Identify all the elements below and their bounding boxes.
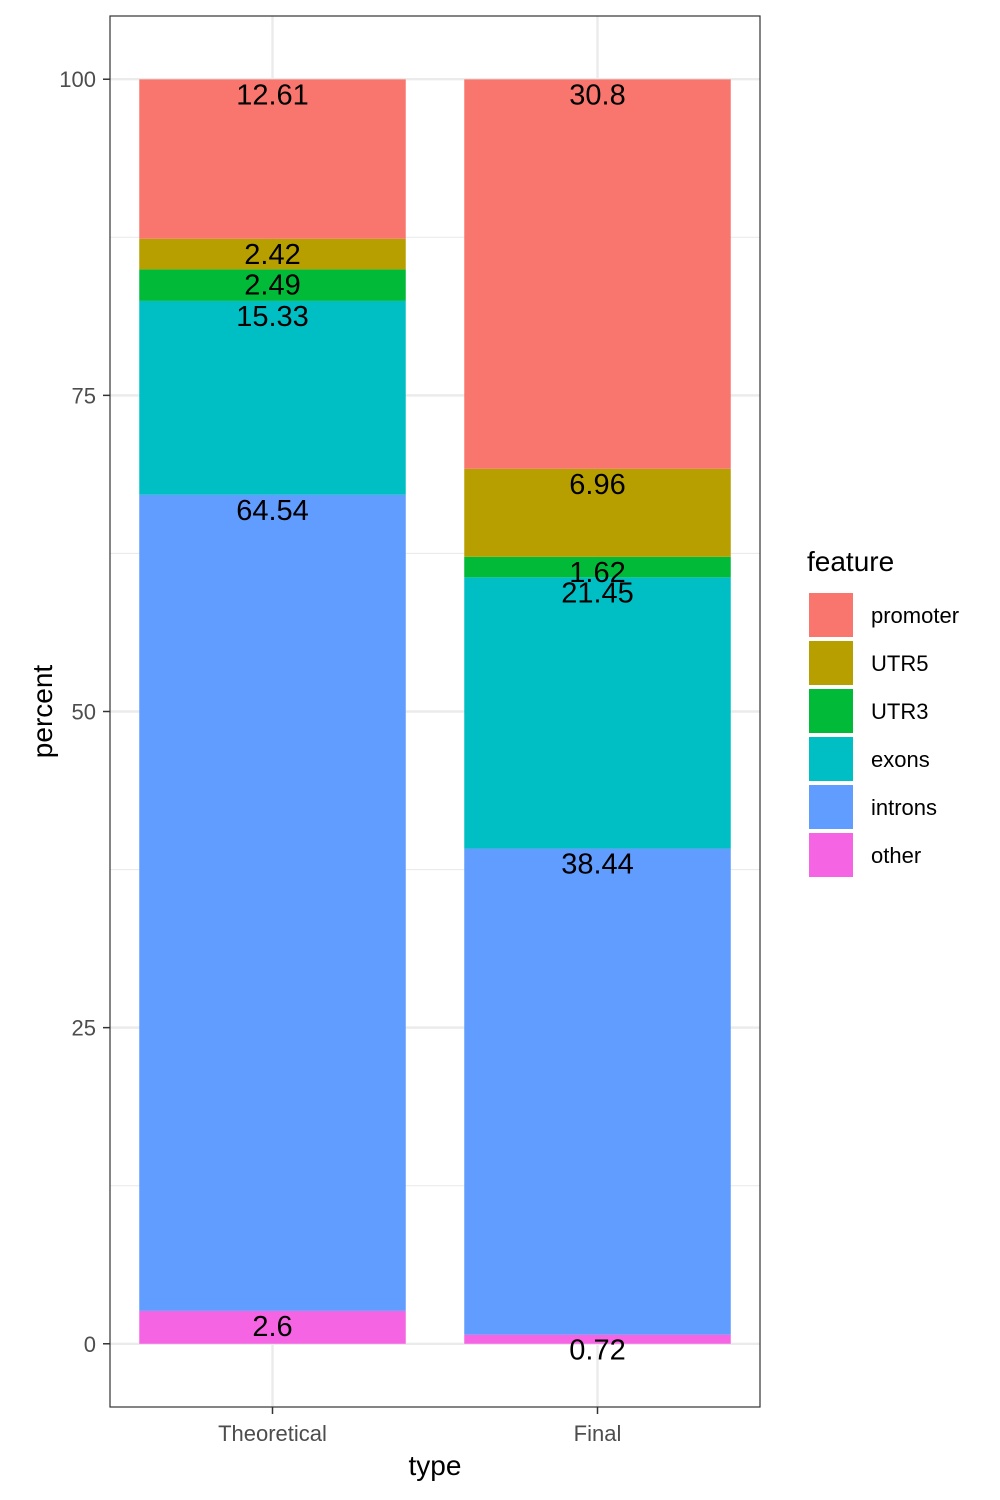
legend-label-UTR5: UTR5 [871,651,928,676]
bars [139,79,731,1344]
legend-key-UTR3 [809,689,853,733]
y-tick-label: 75 [72,383,96,408]
x-tick-label: Theoretical [218,1421,327,1446]
y-tick-label: 0 [84,1332,96,1357]
legend-label-other: other [871,843,921,868]
data-label-promoter-Final: 30.8 [569,79,625,111]
bar-segment-promoter-Final [464,79,731,469]
bar-segment-introns-Final [464,848,731,1335]
data-label-introns-Theoretical: 64.54 [236,495,309,527]
data-label-exons-Theoretical: 15.33 [236,301,309,333]
data-label-UTR3-Final: 1.62 [569,557,625,589]
legend-key-other [809,833,853,877]
data-label-exons-Final: 21.45 [561,577,634,609]
data-label-promoter-Theoretical: 12.61 [236,79,309,111]
legend-key-introns [809,785,853,829]
bar-segment-UTR3-Final [464,556,731,578]
bar-segment-other-Final [464,1334,731,1344]
bar-segment-promoter-Theoretical [139,79,406,239]
data-label-UTR5-Theoretical: 2.42 [244,239,300,271]
legend-title: feature [807,546,894,577]
bar-segment-UTR5-Final [464,468,731,557]
legend-key-promoter [809,593,853,637]
data-labels: 2.6 64.54 15.332.492.42 12.61 0.72 38.44 21.45… [236,79,634,1366]
y-tick-label: 50 [72,700,96,725]
x-tick-label: Final [574,1421,622,1446]
y-tick-label: 25 [72,1016,96,1041]
legend-label-promoter: promoter [871,603,959,628]
bar-segment-UTR3-Theoretical [139,269,406,301]
bar-segment-exons-Final [464,577,731,849]
data-label-UTR5-Final: 6.96 [569,469,625,501]
bar-segment-introns-Theoretical [139,494,406,1311]
legend-key-UTR5 [809,641,853,685]
y-axis-title: percent [27,665,58,759]
bar-segment-other-Theoretical [139,1310,406,1344]
legend: feature promoter UTR5 UTR3 exons introns othe… [807,546,959,877]
legend-label-introns: introns [871,795,937,820]
legend-key-exons [809,737,853,781]
data-label-other-Theoretical: 2.6 [252,1311,292,1343]
data-label-other-Final: 0.72 [569,1335,625,1367]
legend-label-exons: exons [871,747,930,772]
legend-label-UTR3: UTR3 [871,699,928,724]
data-label-introns-Final: 38.44 [561,849,634,881]
bar-segment-UTR5-Theoretical [139,238,406,270]
axes: 0 25 50 75 100 Theoretical Final [59,67,621,1446]
bar-segment-exons-Theoretical [139,300,406,495]
x-axis-title: type [409,1450,462,1481]
y-tick-label: 100 [59,67,96,92]
data-label-UTR3-Theoretical: 2.49 [244,269,300,301]
